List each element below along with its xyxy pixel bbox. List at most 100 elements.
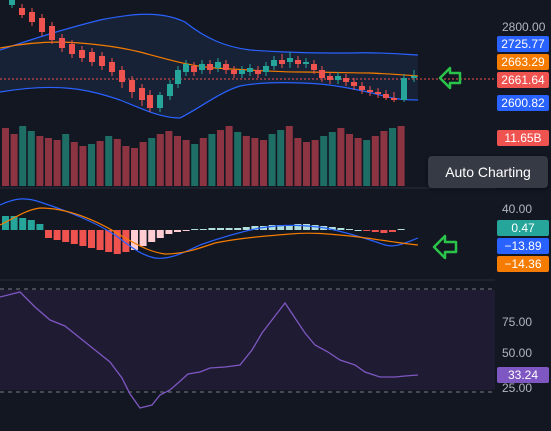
macd-histogram-bar [182, 230, 190, 231]
macd-histogram-bar [122, 230, 130, 252]
macd-histogram-bar [346, 229, 353, 230]
bollinger-upper-line [0, 13, 419, 56]
macd-histogram-bar [303, 224, 310, 230]
macd-histogram-bar [113, 230, 121, 254]
candle-body [109, 62, 115, 72]
candle-body [279, 60, 285, 64]
candle-body [147, 95, 153, 108]
volume-bar [53, 140, 61, 186]
rsi-tick-label: 25.00 [502, 381, 533, 395]
volume-bar [337, 128, 345, 186]
macd-histogram-bar [10, 216, 18, 230]
volume-bar [165, 131, 173, 186]
candle-body [207, 64, 213, 70]
volume-bar [105, 136, 113, 186]
macd-histogram-bar [225, 228, 233, 230]
candle-body [271, 60, 277, 66]
volume-bar [320, 136, 328, 186]
macd-histogram-bar [389, 230, 396, 232]
candle-body [367, 90, 373, 92]
candle-body [49, 26, 55, 40]
candle-body [263, 66, 269, 72]
candle-body [215, 62, 221, 68]
macd-histogram-bar [191, 229, 199, 230]
candle-body [303, 62, 309, 64]
candle-body [319, 70, 325, 78]
volume-bar [131, 148, 138, 186]
candle-body [175, 70, 181, 84]
volume-bar [96, 141, 104, 186]
volume-bar [397, 126, 405, 186]
volume-bar [346, 134, 353, 186]
candlestick-series [9, 0, 417, 112]
volume-bar [139, 142, 147, 186]
candle-body [311, 64, 317, 70]
volume-bar [225, 126, 233, 186]
macd-line-badge: −13.89 [497, 238, 549, 254]
volume-bar [294, 138, 302, 186]
candle-body [79, 50, 85, 58]
macd-histogram-bar [199, 229, 207, 230]
candle-body [183, 64, 189, 72]
candle-body [239, 70, 245, 74]
candle-body [191, 66, 197, 72]
macd-histogram-bar [311, 225, 319, 230]
volume-bar [62, 134, 70, 186]
candle-body [99, 56, 105, 66]
macd-histogram-bar [217, 228, 224, 230]
volume-bar [251, 138, 259, 186]
candle-body [287, 58, 293, 62]
volume-bar [122, 146, 130, 186]
rsi-value-badge: 33.24 [497, 367, 549, 383]
macd-histogram-bar [268, 225, 276, 230]
candle-body [375, 92, 381, 94]
candle-body [401, 78, 407, 100]
macd-histogram-bar [277, 225, 285, 230]
candle-body [39, 18, 45, 32]
volume-bar [371, 136, 379, 186]
candle-body [223, 64, 229, 70]
last-price-badge: 2661.64 [497, 72, 549, 88]
candle-body [327, 76, 333, 80]
macd-histogram-bar [2, 216, 9, 230]
candle-body [157, 95, 163, 108]
candle-body [383, 94, 389, 98]
macd-histogram-bar [96, 230, 104, 250]
candle-body [335, 76, 341, 80]
candle-body [247, 68, 253, 72]
volume-bar [277, 130, 285, 186]
volume-bar [363, 140, 371, 186]
macd-histogram-bar [27, 220, 35, 230]
volume-bar [217, 130, 224, 186]
macd-histogram-bar [208, 228, 216, 230]
macd-histogram-bar [139, 230, 147, 246]
candle-body [9, 0, 15, 5]
volume-bar [148, 138, 156, 186]
volume-bar [311, 140, 319, 186]
volume-bar [10, 134, 18, 186]
volume-bar [303, 142, 310, 186]
macd-histogram-bar [105, 230, 113, 252]
volume-bar [268, 134, 276, 186]
macd-histogram-bar [45, 230, 52, 238]
macd-histogram-bar [363, 230, 371, 231]
auto-charting-tooltip[interactable]: Auto Charting [428, 156, 548, 188]
left-arrow-icon [432, 234, 458, 260]
price-pane [0, 0, 495, 119]
candle-body [167, 84, 173, 96]
volume-bar [354, 138, 362, 186]
candle-body [59, 38, 65, 48]
volume-bar [79, 146, 87, 186]
macd-histogram-bar [380, 230, 388, 233]
price-tick-label: 2800.00 [502, 20, 546, 34]
volume-bar [36, 136, 44, 186]
candle-body [295, 60, 301, 64]
candle-body [89, 52, 95, 62]
macd-histogram-bar [354, 230, 362, 231]
volume-series [2, 126, 405, 186]
macd-histogram-bar [294, 224, 302, 230]
rsi-band [0, 290, 495, 390]
macd-histogram-bar [53, 230, 61, 240]
ma-badge: 2663.29 [497, 54, 549, 70]
